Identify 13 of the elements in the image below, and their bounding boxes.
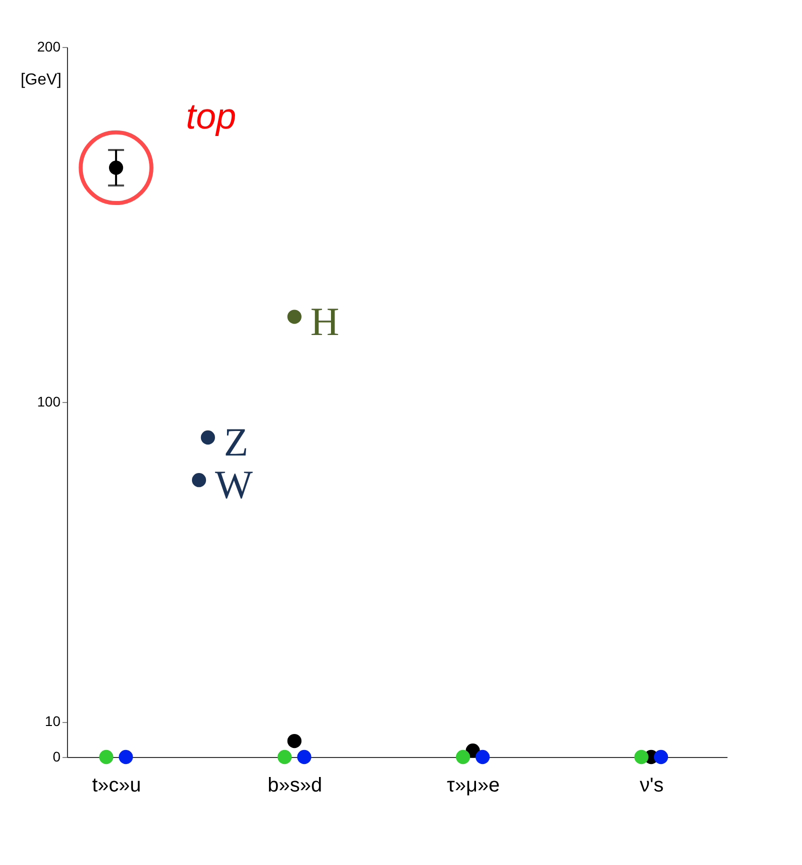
y-tick-label: 0: [52, 748, 61, 764]
series-label: H: [310, 298, 340, 344]
y-tick-label: 10: [44, 713, 61, 729]
x-tick-label: t»c»u: [92, 774, 142, 796]
y-tick-label: 100: [37, 394, 61, 410]
y-axis-title: [GeV]: [20, 72, 62, 88]
y-tick-label: 200: [37, 38, 61, 54]
x-tick-label: b»s»d: [268, 774, 322, 796]
annotation: top: [186, 96, 236, 137]
x-tick-label: τ»μ»e: [446, 774, 500, 796]
series-label: Z: [224, 420, 248, 464]
x-tick-label: ν's: [640, 774, 664, 796]
series-label: W: [215, 462, 253, 508]
